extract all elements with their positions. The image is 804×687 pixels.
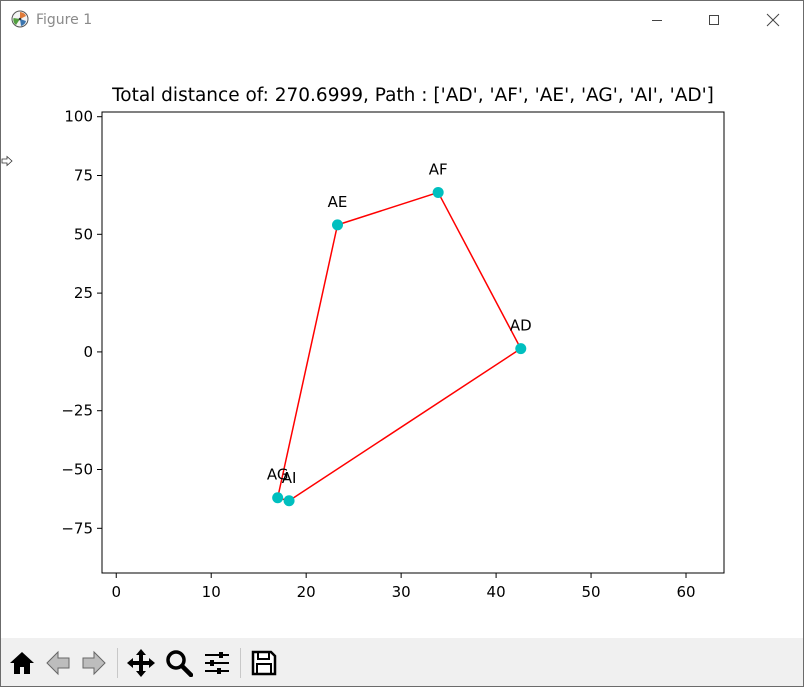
x-tick-label: 60 (676, 583, 695, 601)
home-icon (10, 652, 34, 674)
maximize-icon (709, 15, 719, 25)
path-segment (288, 347, 522, 502)
configure-subplots-button[interactable] (200, 646, 234, 680)
y-tick-label: −75 (61, 519, 93, 537)
figure-canvas[interactable]: Total distance of: 270.6999, Path : ['AD… (1, 39, 803, 638)
minimize-button[interactable] (634, 1, 680, 39)
window-title: Figure 1 (36, 12, 93, 28)
navigation-toolbar (1, 638, 803, 686)
point-label: AE (328, 193, 348, 211)
data-point (283, 495, 295, 507)
y-tick-label: −50 (61, 461, 93, 479)
y-tick-label: 50 (74, 225, 93, 243)
data-point (272, 492, 284, 504)
x-tick-label: 20 (297, 583, 316, 601)
minimize-icon (652, 20, 662, 21)
toolbar-separator (117, 648, 118, 678)
data-point (432, 186, 444, 198)
cursor-arrow-icon (1, 155, 13, 167)
data-point (332, 219, 344, 231)
move-icon (127, 649, 155, 677)
title-bar: Figure 1 (1, 1, 803, 39)
plot-frame (101, 111, 725, 574)
home-button[interactable] (5, 646, 39, 680)
close-button[interactable] (750, 1, 796, 39)
point-label: AF (429, 160, 448, 178)
toolbar-separator (240, 648, 241, 678)
point-label: AI (282, 469, 297, 487)
zoom-button[interactable] (162, 646, 196, 680)
matplotlib-icon (11, 10, 29, 28)
forward-button[interactable] (77, 646, 111, 680)
floppy-disk-icon (251, 650, 277, 676)
pan-button[interactable] (124, 646, 158, 680)
chart-title: Total distance of: 270.6999, Path : ['AD… (111, 85, 714, 106)
x-tick-label: 30 (392, 583, 411, 601)
y-tick-label: −25 (61, 402, 93, 420)
sliders-icon (205, 652, 229, 674)
point-label: AD (510, 317, 532, 335)
data-point (515, 343, 527, 355)
save-button[interactable] (247, 646, 281, 680)
path-segment (337, 191, 439, 226)
arrow-right-icon (82, 650, 106, 676)
chart: Total distance of: 270.6999, Path : ['AD… (61, 85, 725, 601)
x-tick-label: 10 (202, 583, 221, 601)
path-segment (437, 192, 522, 349)
y-tick-label: 100 (64, 108, 93, 126)
point-label: AG (267, 466, 289, 484)
back-button[interactable] (41, 646, 75, 680)
close-icon (766, 13, 780, 27)
y-tick-label: 25 (74, 284, 93, 302)
x-tick-label: 50 (582, 583, 601, 601)
path-segment (276, 224, 339, 498)
maximize-button[interactable] (691, 1, 737, 39)
x-tick-label: 0 (111, 583, 121, 601)
arrow-left-icon (46, 650, 70, 676)
x-tick-label: 40 (487, 583, 506, 601)
y-tick-label: 0 (83, 343, 93, 361)
y-tick-label: 75 (74, 167, 93, 185)
magnifier-icon (166, 650, 193, 677)
